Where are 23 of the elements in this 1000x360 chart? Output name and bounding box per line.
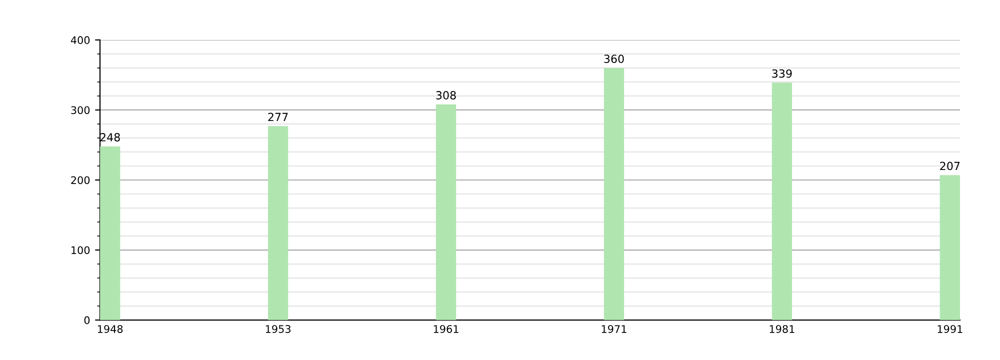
bar	[268, 126, 288, 320]
x-tick-label: 1953	[266, 325, 290, 333]
x-tick-label: 1991	[938, 325, 962, 333]
x-tick-label: 1981	[770, 325, 794, 333]
x-tick-label: 1961	[434, 325, 458, 333]
data-label: 248	[100, 133, 120, 142]
bar	[772, 82, 792, 320]
y-tick-label: 0	[84, 316, 90, 324]
data-label: 360	[604, 54, 624, 64]
y-tick-label: 400	[70, 36, 90, 44]
data-label: 308	[436, 91, 456, 100]
bar	[604, 68, 624, 320]
x-tick-label: 1948	[98, 325, 123, 333]
data-label: 277	[268, 112, 288, 121]
bar	[100, 146, 120, 320]
y-tick-label: 100	[72, 246, 90, 254]
y-tick-label: 300	[71, 106, 90, 114]
y-tick-label: 200	[71, 176, 90, 184]
x-tick-label: 1971	[602, 325, 626, 333]
data-label: 207	[940, 162, 960, 170]
data-label: 339	[772, 69, 792, 78]
bar	[940, 175, 960, 320]
bar	[436, 104, 456, 320]
